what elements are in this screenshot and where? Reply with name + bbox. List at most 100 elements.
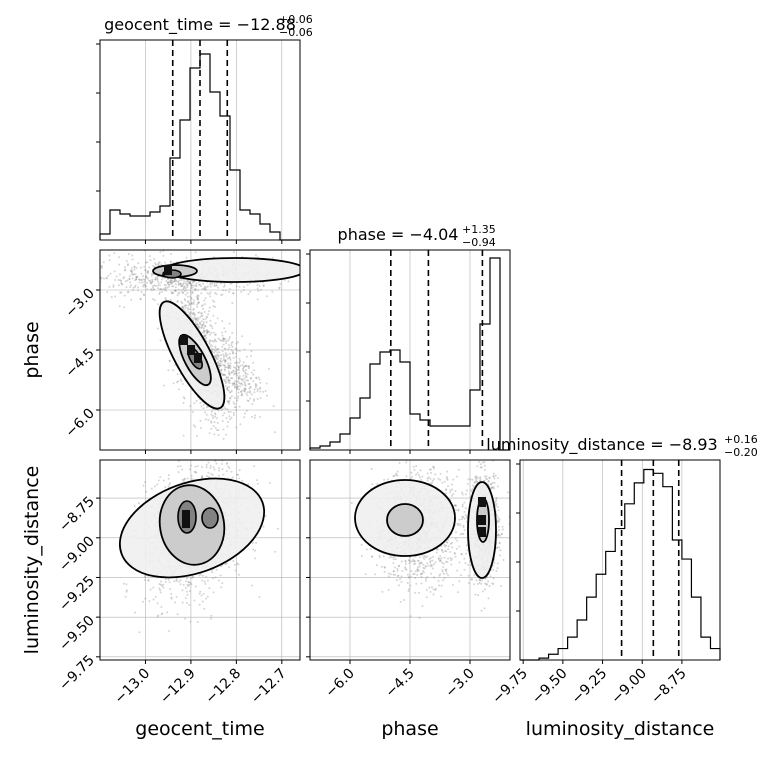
sample-point	[225, 417, 228, 420]
sample-point	[237, 451, 239, 453]
sample-point	[222, 358, 225, 361]
sample-point	[223, 327, 226, 330]
sample-point	[449, 542, 452, 545]
sample-point	[241, 394, 244, 397]
sample-point	[206, 292, 209, 295]
sample-point	[229, 362, 232, 365]
sample-point	[232, 356, 235, 359]
sample-point	[211, 571, 214, 574]
sample-point	[160, 613, 163, 616]
sample-point	[186, 284, 189, 287]
sample-point	[217, 360, 220, 363]
sample-point	[262, 390, 265, 393]
sample-point	[217, 474, 220, 477]
sample-point	[133, 265, 136, 268]
sample-point	[204, 411, 207, 414]
sample-point	[205, 413, 208, 416]
sample-point	[223, 338, 226, 341]
sample-point	[210, 427, 213, 430]
sample-point	[268, 482, 271, 485]
sample-point	[234, 385, 237, 388]
sample-point	[277, 527, 280, 530]
sample-point	[395, 455, 397, 457]
sample-point	[231, 382, 234, 385]
sample-point	[214, 349, 217, 352]
sample-point	[235, 372, 238, 375]
sample-point	[434, 561, 437, 564]
sample-point	[182, 282, 185, 285]
sample-point	[449, 491, 452, 494]
sample-point	[180, 279, 183, 282]
sample-point	[196, 298, 199, 301]
sample-point	[210, 343, 213, 346]
sample-point	[238, 357, 241, 360]
sample-point	[161, 584, 164, 587]
sample-point	[425, 596, 428, 599]
sample-point	[236, 383, 239, 386]
sample-point	[370, 467, 373, 470]
sample-point	[203, 329, 206, 332]
sample-point	[272, 405, 275, 408]
sample-point	[311, 280, 313, 282]
sample-point	[60, 289, 62, 291]
sample-point	[170, 252, 173, 255]
sample-point	[243, 380, 246, 383]
sample-point	[408, 588, 411, 591]
sample-point	[186, 602, 189, 605]
sample-point	[206, 331, 209, 334]
sample-point	[222, 451, 224, 453]
sample-point	[256, 298, 259, 301]
sample-point	[93, 287, 95, 289]
sample-point	[132, 273, 135, 276]
sample-point	[441, 548, 444, 551]
sample-point	[159, 339, 162, 342]
sample-point	[225, 376, 228, 379]
histogram-geocent_time	[99, 53, 300, 241]
sample-point	[238, 405, 241, 408]
sample-point	[378, 554, 381, 557]
sample-point	[446, 541, 449, 544]
sample-point	[214, 412, 217, 415]
sample-point	[122, 277, 125, 280]
sample-point	[216, 357, 219, 360]
sample-point	[93, 273, 95, 275]
sample-point	[193, 470, 196, 473]
sample-point	[222, 356, 225, 359]
sample-point	[213, 300, 216, 303]
sample-point	[279, 282, 282, 285]
sample-point	[61, 283, 63, 285]
sample-point	[175, 280, 178, 283]
sample-point	[100, 267, 103, 270]
sample-point	[170, 282, 173, 285]
sample-point	[207, 418, 210, 421]
sample-point	[203, 330, 206, 333]
sample-point	[168, 581, 171, 584]
sample-point	[459, 533, 462, 536]
sample-point	[467, 582, 470, 585]
sample-point	[156, 483, 159, 486]
sample-point	[206, 475, 209, 478]
sample-point	[162, 479, 165, 482]
x-tick-label-luminosity_distance: −8.75	[648, 666, 690, 708]
sample-point	[250, 371, 253, 374]
sample-point	[462, 516, 465, 519]
sample-point	[232, 370, 235, 373]
sample-point	[439, 560, 442, 563]
sample-point	[224, 563, 227, 566]
sample-point	[252, 548, 255, 551]
sample-point	[151, 278, 154, 281]
density-peak	[180, 335, 188, 345]
sample-point	[197, 294, 200, 297]
sample-point	[221, 345, 224, 348]
sample-point	[210, 348, 213, 351]
sample-point	[241, 335, 244, 338]
sample-point	[215, 462, 218, 465]
sample-point	[234, 431, 236, 433]
sample-point	[252, 361, 255, 364]
sample-point	[79, 279, 81, 281]
sample-point	[235, 372, 238, 375]
density-peak	[194, 353, 202, 363]
sample-point	[228, 346, 231, 349]
sample-point	[167, 485, 170, 488]
sample-point	[255, 376, 258, 379]
